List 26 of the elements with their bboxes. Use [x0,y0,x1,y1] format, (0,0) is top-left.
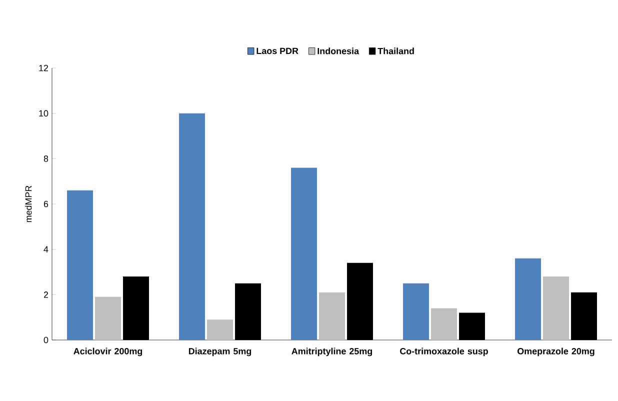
bar [403,283,430,340]
bar [543,276,570,340]
bar [179,113,206,340]
y-tick-label: 0 [44,336,48,344]
bar [431,308,458,340]
x-tick-label: Diazepam 5mg [188,348,252,356]
x-tick-label: Omeprazole 20mg [518,348,594,356]
bar [291,168,318,340]
y-axis-title: medMPR [25,186,32,222]
x-tick-label: Amitriptyline 25mg [292,348,372,356]
bar [207,320,234,340]
legend-label: Laos PDR [256,48,298,54]
bar [95,296,122,340]
y-tick-label: 12 [39,64,48,72]
legend-label: Indonesia [318,48,360,54]
y-tick-label: 4 [44,246,48,252]
y-tick-label: 8 [44,155,48,162]
x-tick-label: Co-trimoxazole susp [400,348,488,356]
bar [515,258,542,340]
bar [67,190,94,340]
x-tick-label: Aciclovir 200mg [74,348,142,356]
y-tick-label: 6 [44,200,48,208]
y-tick-label: 10 [39,110,48,117]
bar [319,292,346,340]
legend-label: Thailand [378,48,414,54]
y-tick-label: 2 [44,292,48,298]
